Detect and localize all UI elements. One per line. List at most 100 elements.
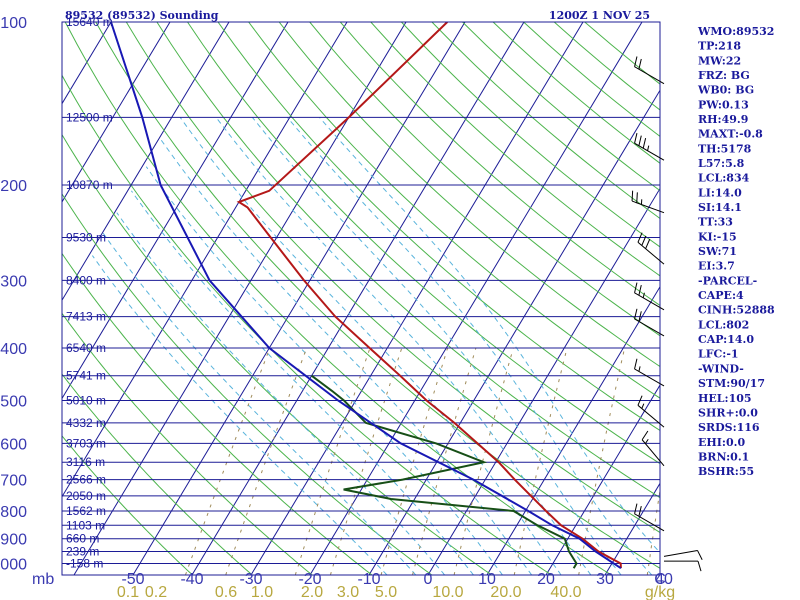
wind-barb-feather: [638, 505, 642, 517]
wind-barb-half-feather: [638, 366, 641, 372]
index-label: SW:71: [698, 245, 737, 258]
mixing-ratio-tick-label: 40.0: [550, 584, 581, 600]
height-labels: 15640 m 12500 m 10870 m 9530 m 8400 m 7413 m 6…: [66, 15, 113, 571]
height-label: 1562 m: [66, 504, 106, 518]
dry-adiabat-line: [187, 22, 660, 465]
mixing-ratio-tick-label: 20.0: [490, 584, 521, 600]
dry-adiabat-line: [62, 312, 313, 575]
wind-barb-staff: [634, 368, 665, 387]
moist-adiabat-line: [160, 139, 533, 575]
wind-barb: [631, 190, 665, 214]
dry-adiabat-line: [492, 22, 660, 164]
wind-barb-half-feather: [647, 145, 650, 151]
temperature-axis: -50 -40 -30 -20 -10 0 10 20 30 40C: [121, 571, 673, 588]
height-label: 660 m: [66, 532, 99, 546]
wind-barb: [637, 395, 665, 428]
height-label: 239 m: [66, 544, 99, 558]
temperature-tick-label: -30: [239, 571, 262, 588]
wind-barb-feather: [634, 132, 638, 144]
wind-barb-feather: [645, 238, 651, 249]
moist-adiabat-line: [102, 232, 417, 575]
wind-barb: [634, 56, 665, 85]
pressure-axis: 100 200 300 400 500 600 700 800 900 1000 mb: [0, 15, 54, 588]
wind-barb-feather: [642, 137, 647, 149]
pressure-tick-label: 200: [0, 178, 27, 195]
isotherm-line: [62, 22, 348, 498]
mixing-ratio-tick-label: 1.0: [251, 584, 273, 600]
height-label: 4332 m: [66, 416, 106, 430]
index-label: LCL:834: [698, 172, 750, 185]
mixing-ratio-tick-label: 10.0: [432, 584, 463, 600]
temperature-tick-label: 20: [537, 571, 555, 588]
pressure-tick-label: 700: [0, 473, 27, 490]
wind-barb-half-feather: [644, 438, 649, 444]
temperature-tick-label: -40: [180, 571, 203, 588]
index-label: EI:3.7: [698, 260, 735, 273]
dry-adiabat-line: [248, 22, 660, 399]
dry-adiabat-line: [62, 193, 433, 575]
wind-barb: [634, 282, 665, 311]
wind-barb-feather: [634, 308, 638, 320]
index-label: TT:33: [698, 216, 733, 229]
dry-adiabat-line: [217, 22, 660, 432]
wind-barb-staff: [641, 439, 665, 467]
isotherm-line: [62, 22, 230, 302]
series-parcel-line: [110, 22, 622, 570]
height-label: -158 m: [66, 557, 103, 571]
wind-barb-feather: [634, 282, 638, 293]
moist-adiabat-line: [116, 212, 446, 575]
isotherm-line: [0, 22, 52, 575]
pressure-tick-label: 900: [0, 532, 27, 549]
wind-barb: [634, 503, 665, 532]
temperature-tick-label: C: [654, 571, 666, 588]
moist-adiabat-line: [91, 255, 388, 575]
moist-adiabat-line: [319, 117, 660, 554]
chart-header: 89532 (89532) Sounding 1200Z 1 NOV 25: [65, 9, 650, 22]
index-label: KI:-15: [698, 230, 737, 243]
pressure-tick-label: 800: [0, 504, 27, 521]
height-label: 3703 m: [66, 436, 106, 450]
wind-barb-feather: [634, 56, 638, 67]
isotherm-line: [427, 187, 660, 575]
wind-barb-staff: [634, 66, 665, 85]
wind-barb: [634, 358, 665, 387]
index-label: EHI:0.0: [698, 436, 745, 449]
background-grid: [0, 22, 660, 575]
mixing-ratio-tick-label: 3.0: [337, 584, 359, 600]
mixing-ratio-tick-label: 0.6: [215, 584, 237, 600]
profile-lines: [110, 22, 622, 570]
dry-adiabat-line: [62, 252, 373, 575]
chart-title: 89532 (89532) Sounding: [65, 9, 219, 22]
index-label: MW:22: [698, 54, 741, 67]
isotherm-line: [368, 89, 660, 575]
mixing-ratio-line: [380, 347, 449, 575]
pressure-tick-label: 1000: [0, 557, 27, 574]
plot-frame: [61, 21, 661, 576]
wind-barb: [663, 549, 703, 561]
mixing-ratio-line: [329, 347, 403, 575]
mixing-ratio-line: [184, 347, 271, 575]
index-label: L57:5.8: [698, 157, 745, 170]
wind-barb-feather: [697, 561, 702, 572]
height-label: 2566 m: [66, 473, 106, 487]
mixing-ratio-line: [646, 488, 660, 575]
height-label: 10870 m: [66, 178, 113, 192]
wind-barb-feather: [638, 285, 642, 296]
mixing-ratio-line: [225, 347, 308, 575]
dry-adiabat-line: [401, 22, 660, 248]
index-label: SI:14.1: [698, 201, 742, 214]
pressure-tick-label: 100: [0, 15, 27, 32]
pressure-tick-label: 400: [0, 341, 27, 358]
height-label: 9530 m: [66, 230, 106, 244]
index-label: CINH:52888: [698, 304, 775, 317]
temperature-tick-label: 0: [424, 571, 433, 588]
wind-barb-feather: [634, 503, 638, 514]
temperature-tick-label: 40: [655, 571, 673, 588]
dry-adiabat-line: [584, 22, 660, 85]
height-label: 5010 m: [66, 394, 106, 408]
pressure-tick-label: 500: [0, 394, 27, 411]
wind-barb-staff: [634, 292, 665, 311]
index-label: WMO:89532: [697, 25, 774, 38]
wind-barb-feather: [638, 311, 642, 322]
